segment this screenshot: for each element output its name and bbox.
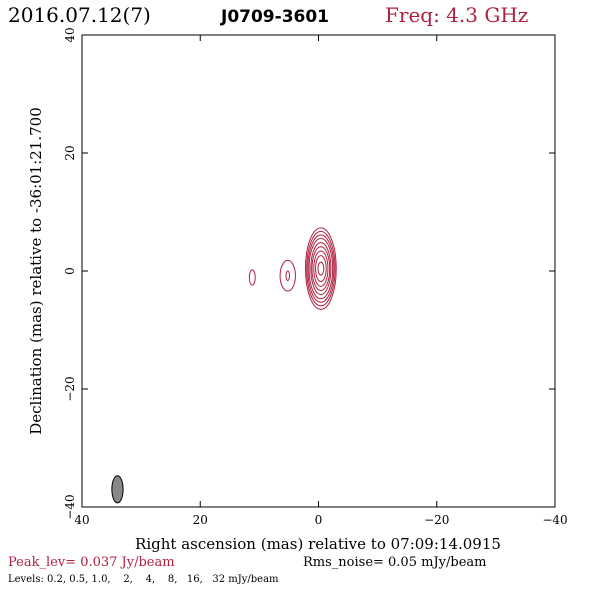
x-tick-label: −40	[542, 513, 567, 527]
y-tick-label: −40	[63, 494, 77, 519]
contour-line	[308, 238, 334, 300]
source-name: J0709-3601	[220, 7, 329, 27]
y-tick-label: 20	[63, 145, 77, 160]
contour-group	[248, 227, 337, 310]
contour-line	[285, 270, 291, 281]
y-tick-label: 40	[63, 27, 77, 42]
frequency-label: Freq: 4.3 GHz	[385, 3, 528, 27]
x-tick-label: 20	[193, 513, 208, 527]
rms-noise: Rms_noise= 0.05 mJy/beam	[303, 555, 486, 570]
contour-line	[307, 234, 335, 303]
x-axis-label: Right ascension (mas) relative to 07:09:…	[135, 535, 501, 553]
contour-line	[311, 246, 331, 291]
contour-line	[317, 261, 325, 276]
y-tick-label: 0	[63, 267, 77, 275]
contour-line	[304, 227, 337, 310]
y-tick-label: −20	[63, 376, 77, 401]
contour-levels: Levels: 0.2, 0.5, 1.0, 2, 4, 8, 16, 32 m…	[8, 574, 279, 585]
contour-line	[279, 259, 296, 292]
peak-level: Peak_lev= 0.037 Jy/beam	[8, 555, 175, 570]
contour-line	[310, 242, 332, 296]
x-tick-label: −20	[424, 513, 449, 527]
contour-line	[306, 230, 336, 307]
contour-line	[313, 250, 329, 287]
contour-line	[315, 255, 327, 283]
x-tick-label: 0	[315, 513, 323, 527]
x-tick-label: 40	[74, 513, 89, 527]
beam-ellipse	[111, 475, 124, 504]
observation-date: 2016.07.12(7)	[8, 3, 151, 27]
y-axis-label: Declination (mas) relative to -36:01:21.…	[27, 107, 45, 435]
contour-line	[248, 269, 256, 286]
